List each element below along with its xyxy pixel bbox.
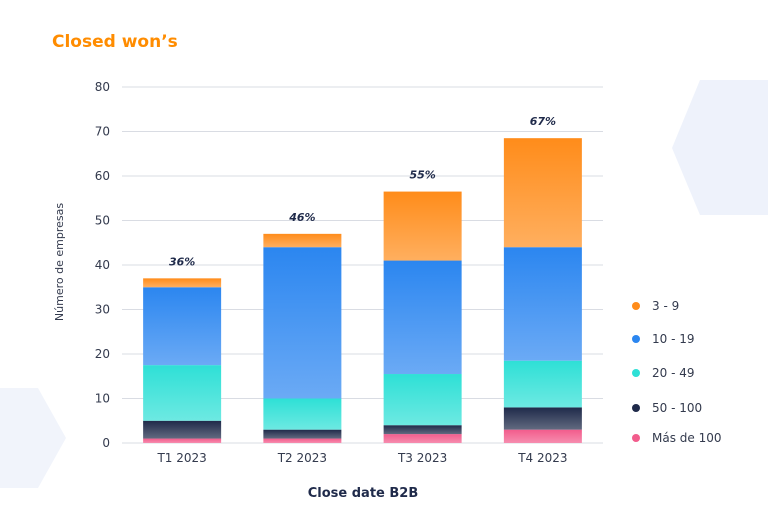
x-tick-label: T3 2023 bbox=[397, 451, 447, 465]
legend-marker bbox=[632, 404, 640, 412]
legend-marker bbox=[632, 335, 640, 343]
bar-segment bbox=[143, 365, 222, 421]
y-tick-label: 40 bbox=[95, 258, 110, 272]
bar-segment bbox=[143, 278, 222, 288]
bar-percent-label: 36% bbox=[169, 255, 195, 268]
bar-percent-label: 46% bbox=[288, 211, 315, 224]
bar-segment bbox=[503, 247, 582, 361]
x-axis-label: Close date B2B bbox=[308, 486, 419, 501]
legend-label: 10 - 19 bbox=[652, 332, 695, 346]
y-axis-label: Número de empresas bbox=[53, 203, 66, 321]
legend-label: 3 - 9 bbox=[652, 299, 679, 313]
x-tick-label: T2 2023 bbox=[277, 451, 327, 465]
bar-segment bbox=[263, 247, 342, 399]
y-tick-label: 30 bbox=[95, 303, 110, 317]
legend-label: Más de 100 bbox=[652, 431, 722, 445]
bar-segment bbox=[143, 420, 222, 439]
x-tick-label: T1 2023 bbox=[156, 451, 206, 465]
y-axis-ticks: 0 10 20 30 40 50 60 70 80 bbox=[95, 80, 110, 450]
y-tick-label: 10 bbox=[95, 392, 110, 406]
y-tick-label: 0 bbox=[102, 436, 110, 450]
y-tick-label: 50 bbox=[95, 214, 110, 228]
legend-marker bbox=[632, 369, 640, 377]
legend-marker bbox=[632, 434, 640, 442]
chart-title: Closed won’s bbox=[52, 32, 178, 52]
bar-segment bbox=[503, 407, 582, 430]
bar-segment bbox=[503, 360, 582, 408]
bar-percent-labels: 36% 46% 55% 67% bbox=[169, 115, 556, 268]
bar-percent-label: 55% bbox=[409, 169, 435, 182]
bar-segment bbox=[263, 438, 342, 443]
bar-segment bbox=[383, 374, 462, 426]
bar-segment bbox=[383, 434, 462, 443]
y-tick-label: 70 bbox=[95, 125, 110, 139]
legend-label: 20 - 49 bbox=[652, 366, 695, 380]
y-tick-label: 60 bbox=[95, 169, 110, 183]
bar-segment bbox=[263, 398, 342, 430]
x-tick-label: T4 2023 bbox=[517, 451, 567, 465]
y-tick-label: 20 bbox=[95, 347, 110, 361]
bar-segment bbox=[263, 429, 342, 439]
legend: 3 - 9 10 - 19 20 - 49 50 - 100 Más de 100 bbox=[632, 299, 722, 445]
legend-label: 50 - 100 bbox=[652, 401, 702, 415]
bar-segment bbox=[263, 233, 342, 248]
y-tick-label: 80 bbox=[95, 80, 110, 94]
bar-percent-label: 67% bbox=[530, 115, 556, 128]
bar-segment bbox=[503, 429, 582, 443]
bar-segment bbox=[383, 425, 462, 435]
decorative-hexagon-left bbox=[0, 388, 66, 488]
bar-segment bbox=[383, 260, 462, 375]
bar-segment bbox=[143, 438, 222, 443]
decorative-hexagon-right bbox=[672, 80, 768, 215]
bar-segment bbox=[383, 191, 462, 261]
bars bbox=[143, 138, 582, 443]
bar-segment bbox=[503, 138, 582, 248]
legend-marker bbox=[632, 302, 640, 310]
x-axis-ticks: T1 2023 T2 2023 T3 2023 T4 2023 bbox=[156, 451, 567, 465]
bar-segment bbox=[143, 287, 222, 366]
